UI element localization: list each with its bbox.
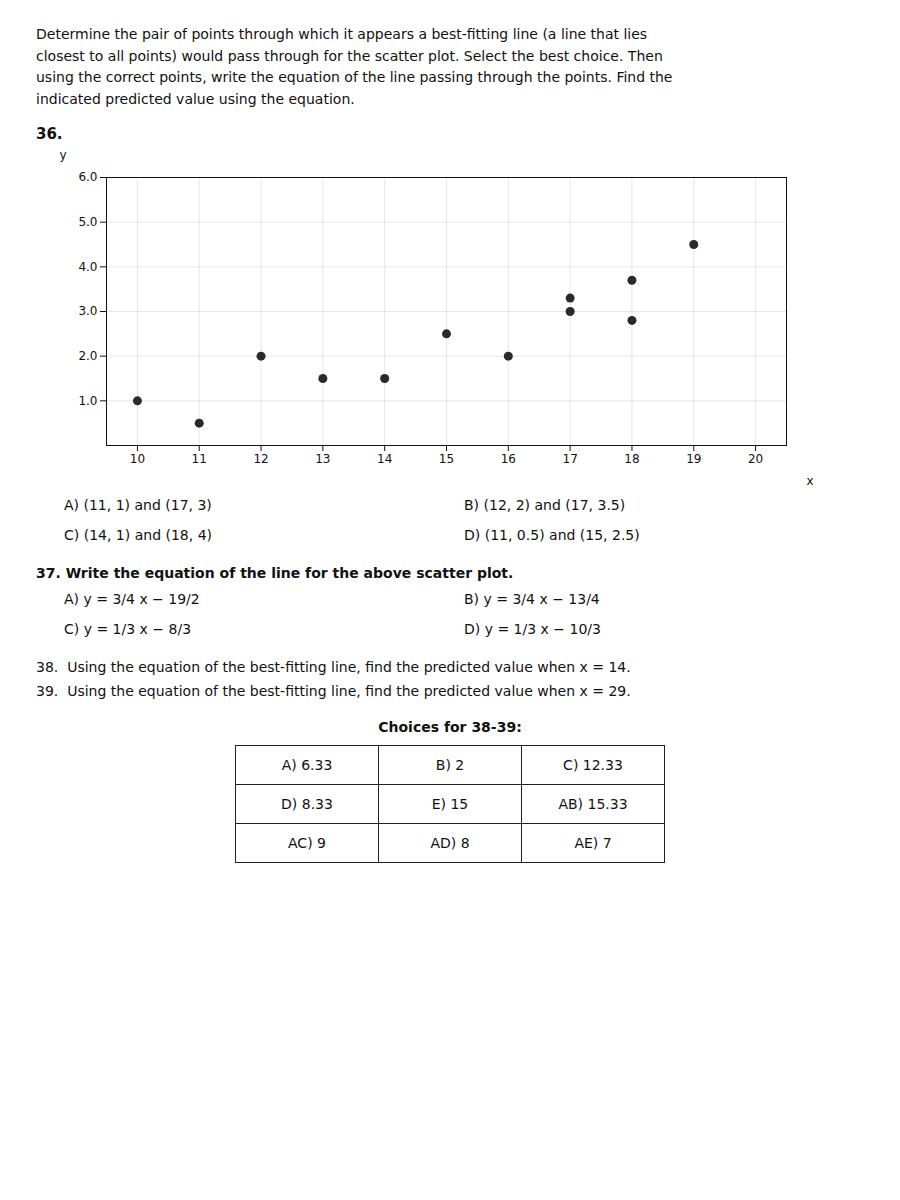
html-text:C) y = 1/3 x − 8/3: C) y = 1/3 x − 8/3 — [64, 620, 191, 637]
html-text:C) (14, 1) and (18, 4): C) (14, 1) and (18, 4) — [64, 526, 212, 543]
html-text:B) (12, 2) and (17, 3.5): B) (12, 2) and (17, 3.5) — [464, 496, 626, 513]
html-text:39. Using the equation of the: 39. Using the equation of the best-fitti… — [36, 682, 631, 699]
svg-text:20: 20 — [748, 452, 763, 466]
html-text:Determine the pair of points t: Determine the pair of points through whi… — [36, 26, 673, 108]
html-text:D) 8.33: D) 8.33 — [281, 795, 333, 812]
svg-text:16: 16 — [501, 452, 516, 466]
html-text:AE) 7: AE) 7 — [574, 834, 612, 851]
svg-text:4.0: 4.0 — [78, 259, 97, 273]
html-text:AB) 15.33: AB) 15.33 — [558, 795, 628, 812]
html-text:Choices for 38-39:: Choices for 38-39: — [378, 718, 522, 735]
svg-text:15: 15 — [439, 452, 454, 466]
svg-text:1.0: 1.0 — [78, 393, 97, 407]
svg-text:13: 13 — [315, 452, 330, 466]
svg-text:14: 14 — [377, 452, 392, 466]
html-text:37. Write the equation of the: 37. Write the equation of the line for t… — [36, 564, 514, 581]
svg-text:17: 17 — [562, 452, 577, 466]
svg-text:18: 18 — [624, 452, 639, 466]
html-text:38. Using the equation of the: 38. Using the equation of the best-fitti… — [36, 658, 631, 675]
html-text:D) (11, 0.5) and (15, 2.5): D) (11, 0.5) and (15, 2.5) — [464, 526, 640, 543]
svg-text:10: 10 — [130, 452, 145, 466]
html-text:A) y = 3/4 x − 19/2: A) y = 3/4 x − 19/2 — [64, 590, 200, 607]
svg-text:12: 12 — [253, 452, 268, 466]
svg-text:19: 19 — [686, 452, 701, 466]
svg-text:y: y — [60, 148, 67, 162]
html-text:D) y = 1/3 x − 10/3: D) y = 1/3 x − 10/3 — [464, 620, 601, 637]
html-text:B) y = 3/4 x − 13/4: B) y = 3/4 x − 13/4 — [464, 590, 600, 607]
html-text:A) 6.33: A) 6.33 — [281, 756, 333, 773]
svg-text:5.0: 5.0 — [78, 215, 97, 229]
html-text:E) 15: E) 15 — [431, 795, 469, 812]
svg-text:3.0: 3.0 — [78, 304, 97, 318]
html-text:B) 2: B) 2 — [435, 756, 465, 773]
svg-text:11: 11 — [192, 452, 207, 466]
svg-text:2.0: 2.0 — [78, 349, 97, 363]
html-text:AD) 8: AD) 8 — [430, 834, 470, 851]
svg-text:x: x — [806, 473, 813, 487]
html-text:C) 12.33: C) 12.33 — [563, 756, 623, 773]
html-text:A) (11, 1) and (17, 3): A) (11, 1) and (17, 3) — [64, 496, 212, 513]
svg-text:6.0: 6.0 — [78, 170, 97, 184]
html-text:36.: 36. — [36, 124, 63, 143]
html-text:AC) 9: AC) 9 — [288, 834, 326, 851]
